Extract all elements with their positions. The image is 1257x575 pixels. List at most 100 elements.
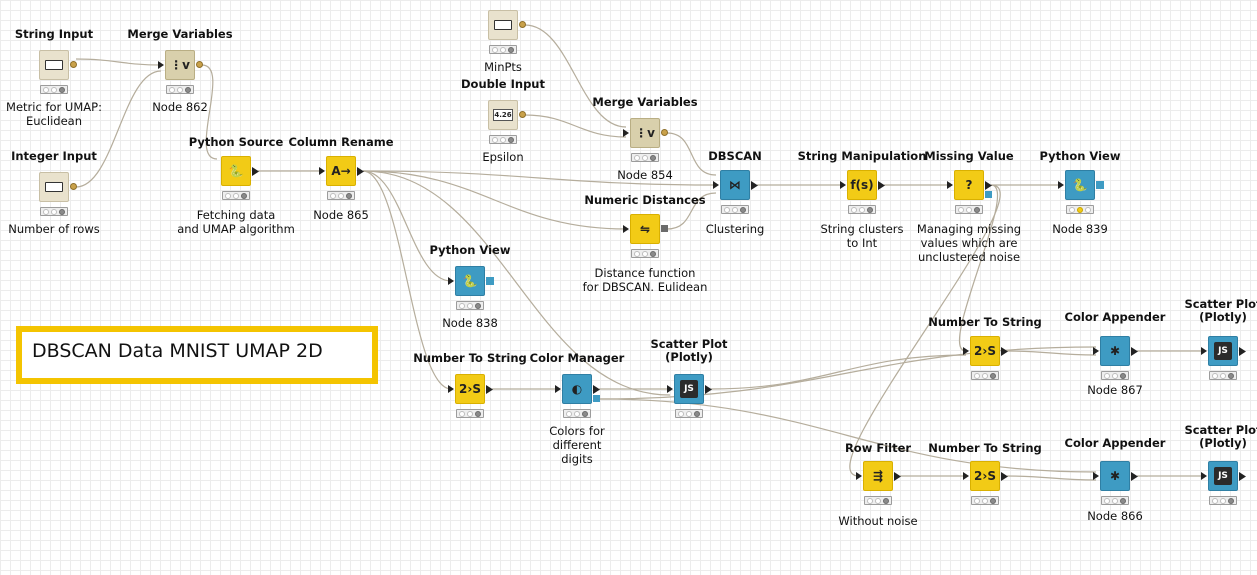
node-number-to-string-2[interactable]: Number To String 2›S	[910, 0, 1060, 380]
input-port[interactable]	[1201, 347, 1207, 355]
color-appender-2-node-body[interactable]: ✱	[1100, 461, 1130, 491]
node-row-filter[interactable]: Row Filter ⇶ Without noise	[803, 0, 953, 529]
output-port[interactable]	[1096, 181, 1104, 189]
output-port[interactable]	[878, 181, 885, 190]
node-label[interactable]: Without noise	[838, 514, 918, 528]
node-numeric-distances[interactable]: Numeric Distances ⇋ Distance function for …	[570, 0, 720, 295]
input-port[interactable]	[1093, 347, 1099, 355]
input-port[interactable]	[1201, 472, 1207, 480]
output-port[interactable]	[486, 277, 494, 285]
connection-color-manager-to-color-appender-2[interactable]	[598, 398, 1097, 473]
node-dbscan[interactable]: DBSCAN ⋈ Clustering	[660, 0, 810, 237]
python-view-2-node-body[interactable]: 🐍	[455, 266, 485, 296]
node-merge-variables-2[interactable]: Merge Variables ⋮v Node 854	[570, 0, 720, 183]
node-color-appender-1[interactable]: Color Appender ✱ Node 867	[1040, 0, 1190, 398]
node-missing-value[interactable]: Missing Value? Managing missing values wh…	[894, 0, 1044, 265]
workflow-annotation[interactable]: DBSCAN Data MNIST UMAP 2D	[16, 326, 378, 384]
python-source-node-body[interactable]: 🐍	[221, 156, 251, 186]
color-appender-1-node-body[interactable]: ✱	[1100, 336, 1130, 366]
double-input-node-body[interactable]: 4.26	[488, 100, 518, 130]
input-port[interactable]	[623, 225, 629, 233]
output-port[interactable]	[751, 181, 758, 190]
node-label[interactable]: Distance function for DBSCAN. Eulidean	[582, 266, 708, 294]
merge-variables-2-node-body[interactable]: ⋮v	[630, 118, 660, 148]
scatter-plot-3-node-body[interactable]: JS	[1208, 461, 1238, 491]
input-port[interactable]	[1058, 181, 1064, 189]
node-python-view-2[interactable]: Python View 🐍 Node 838	[395, 0, 545, 331]
column-rename-node-body[interactable]: A→	[326, 156, 356, 186]
node-number-to-string-3[interactable]: Number To String 2›S	[910, 0, 1060, 505]
input-port[interactable]	[448, 277, 454, 285]
node-label[interactable]: String clusters to Int	[820, 222, 904, 250]
node-number-to-string-1[interactable]: Number To String 2›S	[395, 0, 545, 418]
node-label[interactable]: Node 865	[313, 208, 369, 222]
input-port[interactable]	[1093, 472, 1099, 480]
node-minpts-input[interactable]: MinPts	[428, 0, 578, 120]
node-label[interactable]: Clustering	[705, 222, 765, 236]
input-port[interactable]	[319, 167, 325, 175]
row-filter-node-body[interactable]: ⇶	[863, 461, 893, 491]
connection-column-rename-to-python-view-2[interactable]	[362, 170, 452, 282]
input-port[interactable]	[667, 385, 673, 393]
node-column-rename[interactable]: Column Rename A→ Node 865	[266, 0, 416, 223]
input-port[interactable]	[555, 385, 561, 393]
model-output-port[interactable]	[985, 191, 992, 198]
input-port[interactable]	[963, 347, 969, 355]
output-port[interactable]	[486, 385, 493, 394]
minpts-input-node-body[interactable]	[488, 10, 518, 40]
integer-input-node-body[interactable]	[39, 172, 69, 202]
node-python-view-1[interactable]: Python View 🐍 Node 839	[1005, 0, 1155, 237]
node-label[interactable]: MinPts	[484, 60, 522, 74]
dbscan-node-body[interactable]: ⋈	[720, 170, 750, 200]
number-to-string-2-node-body[interactable]: 2›S	[970, 336, 1000, 366]
string-input-node-body[interactable]	[39, 50, 69, 80]
node-label[interactable]: Node 854	[617, 168, 673, 182]
input-port[interactable]	[947, 181, 953, 189]
number-to-string-3-node-body[interactable]: 2›S	[970, 461, 1000, 491]
input-port[interactable]	[856, 472, 862, 480]
scatter-plot-2-node-body[interactable]: JS	[1208, 336, 1238, 366]
output-port[interactable]	[252, 167, 259, 176]
output-port[interactable]	[70, 61, 77, 68]
output-port[interactable]	[519, 111, 526, 118]
node-string-input[interactable]: String Input Metric for UMAP: Euclidean	[0, 0, 129, 129]
string-manipulation-node-body[interactable]: f(s)	[847, 170, 877, 200]
node-scatter-plot-1[interactable]: Scatter Plot (Plotly) JS	[614, 0, 764, 418]
input-port[interactable]	[713, 181, 719, 189]
output-port[interactable]	[985, 181, 992, 190]
node-label[interactable]: Node 867	[1087, 383, 1143, 397]
node-label[interactable]: Node 866	[1087, 509, 1143, 523]
output-port[interactable]	[196, 61, 203, 68]
input-port[interactable]	[158, 61, 164, 69]
node-label[interactable]: Metric for UMAP: Euclidean	[6, 100, 102, 128]
node-label[interactable]: Node 838	[442, 316, 498, 330]
input-port[interactable]	[448, 385, 454, 393]
numeric-distances-node-body[interactable]: ⇋	[630, 214, 660, 244]
output-port[interactable]	[1131, 472, 1138, 481]
input-port[interactable]	[623, 129, 629, 137]
input-port[interactable]	[840, 181, 846, 189]
model-output-port[interactable]	[593, 395, 600, 402]
connection-number-to-string-3-to-color-appender-2[interactable]	[1006, 475, 1097, 481]
node-scatter-plot-3[interactable]: Scatter Plot (Plotly) JS	[1148, 0, 1257, 505]
node-string-manipulation[interactable]: String Manipulation f(s) String clusters t…	[787, 0, 937, 251]
scatter-plot-1-node-body[interactable]: JS	[674, 374, 704, 404]
node-label[interactable]: Number of rows	[8, 222, 100, 236]
output-port[interactable]	[1239, 347, 1246, 356]
node-color-appender-2[interactable]: Color Appender ✱ Node 866	[1040, 0, 1190, 524]
output-port[interactable]	[1239, 472, 1246, 481]
node-integer-input[interactable]: Integer Input Number of rows	[0, 0, 129, 237]
node-label[interactable]: Colors for different digits	[549, 424, 605, 466]
node-label[interactable]: Node 839	[1052, 222, 1108, 236]
output-port[interactable]	[1001, 347, 1008, 356]
output-port[interactable]	[1131, 347, 1138, 356]
output-port[interactable]	[705, 385, 712, 394]
output-port[interactable]	[661, 225, 668, 232]
input-port[interactable]	[963, 472, 969, 480]
node-label[interactable]: Managing missing values which are unclus…	[916, 222, 1022, 264]
number-to-string-1-node-body[interactable]: 2›S	[455, 374, 485, 404]
output-port[interactable]	[70, 183, 77, 190]
output-port[interactable]	[519, 21, 526, 28]
output-port[interactable]	[1001, 472, 1008, 481]
